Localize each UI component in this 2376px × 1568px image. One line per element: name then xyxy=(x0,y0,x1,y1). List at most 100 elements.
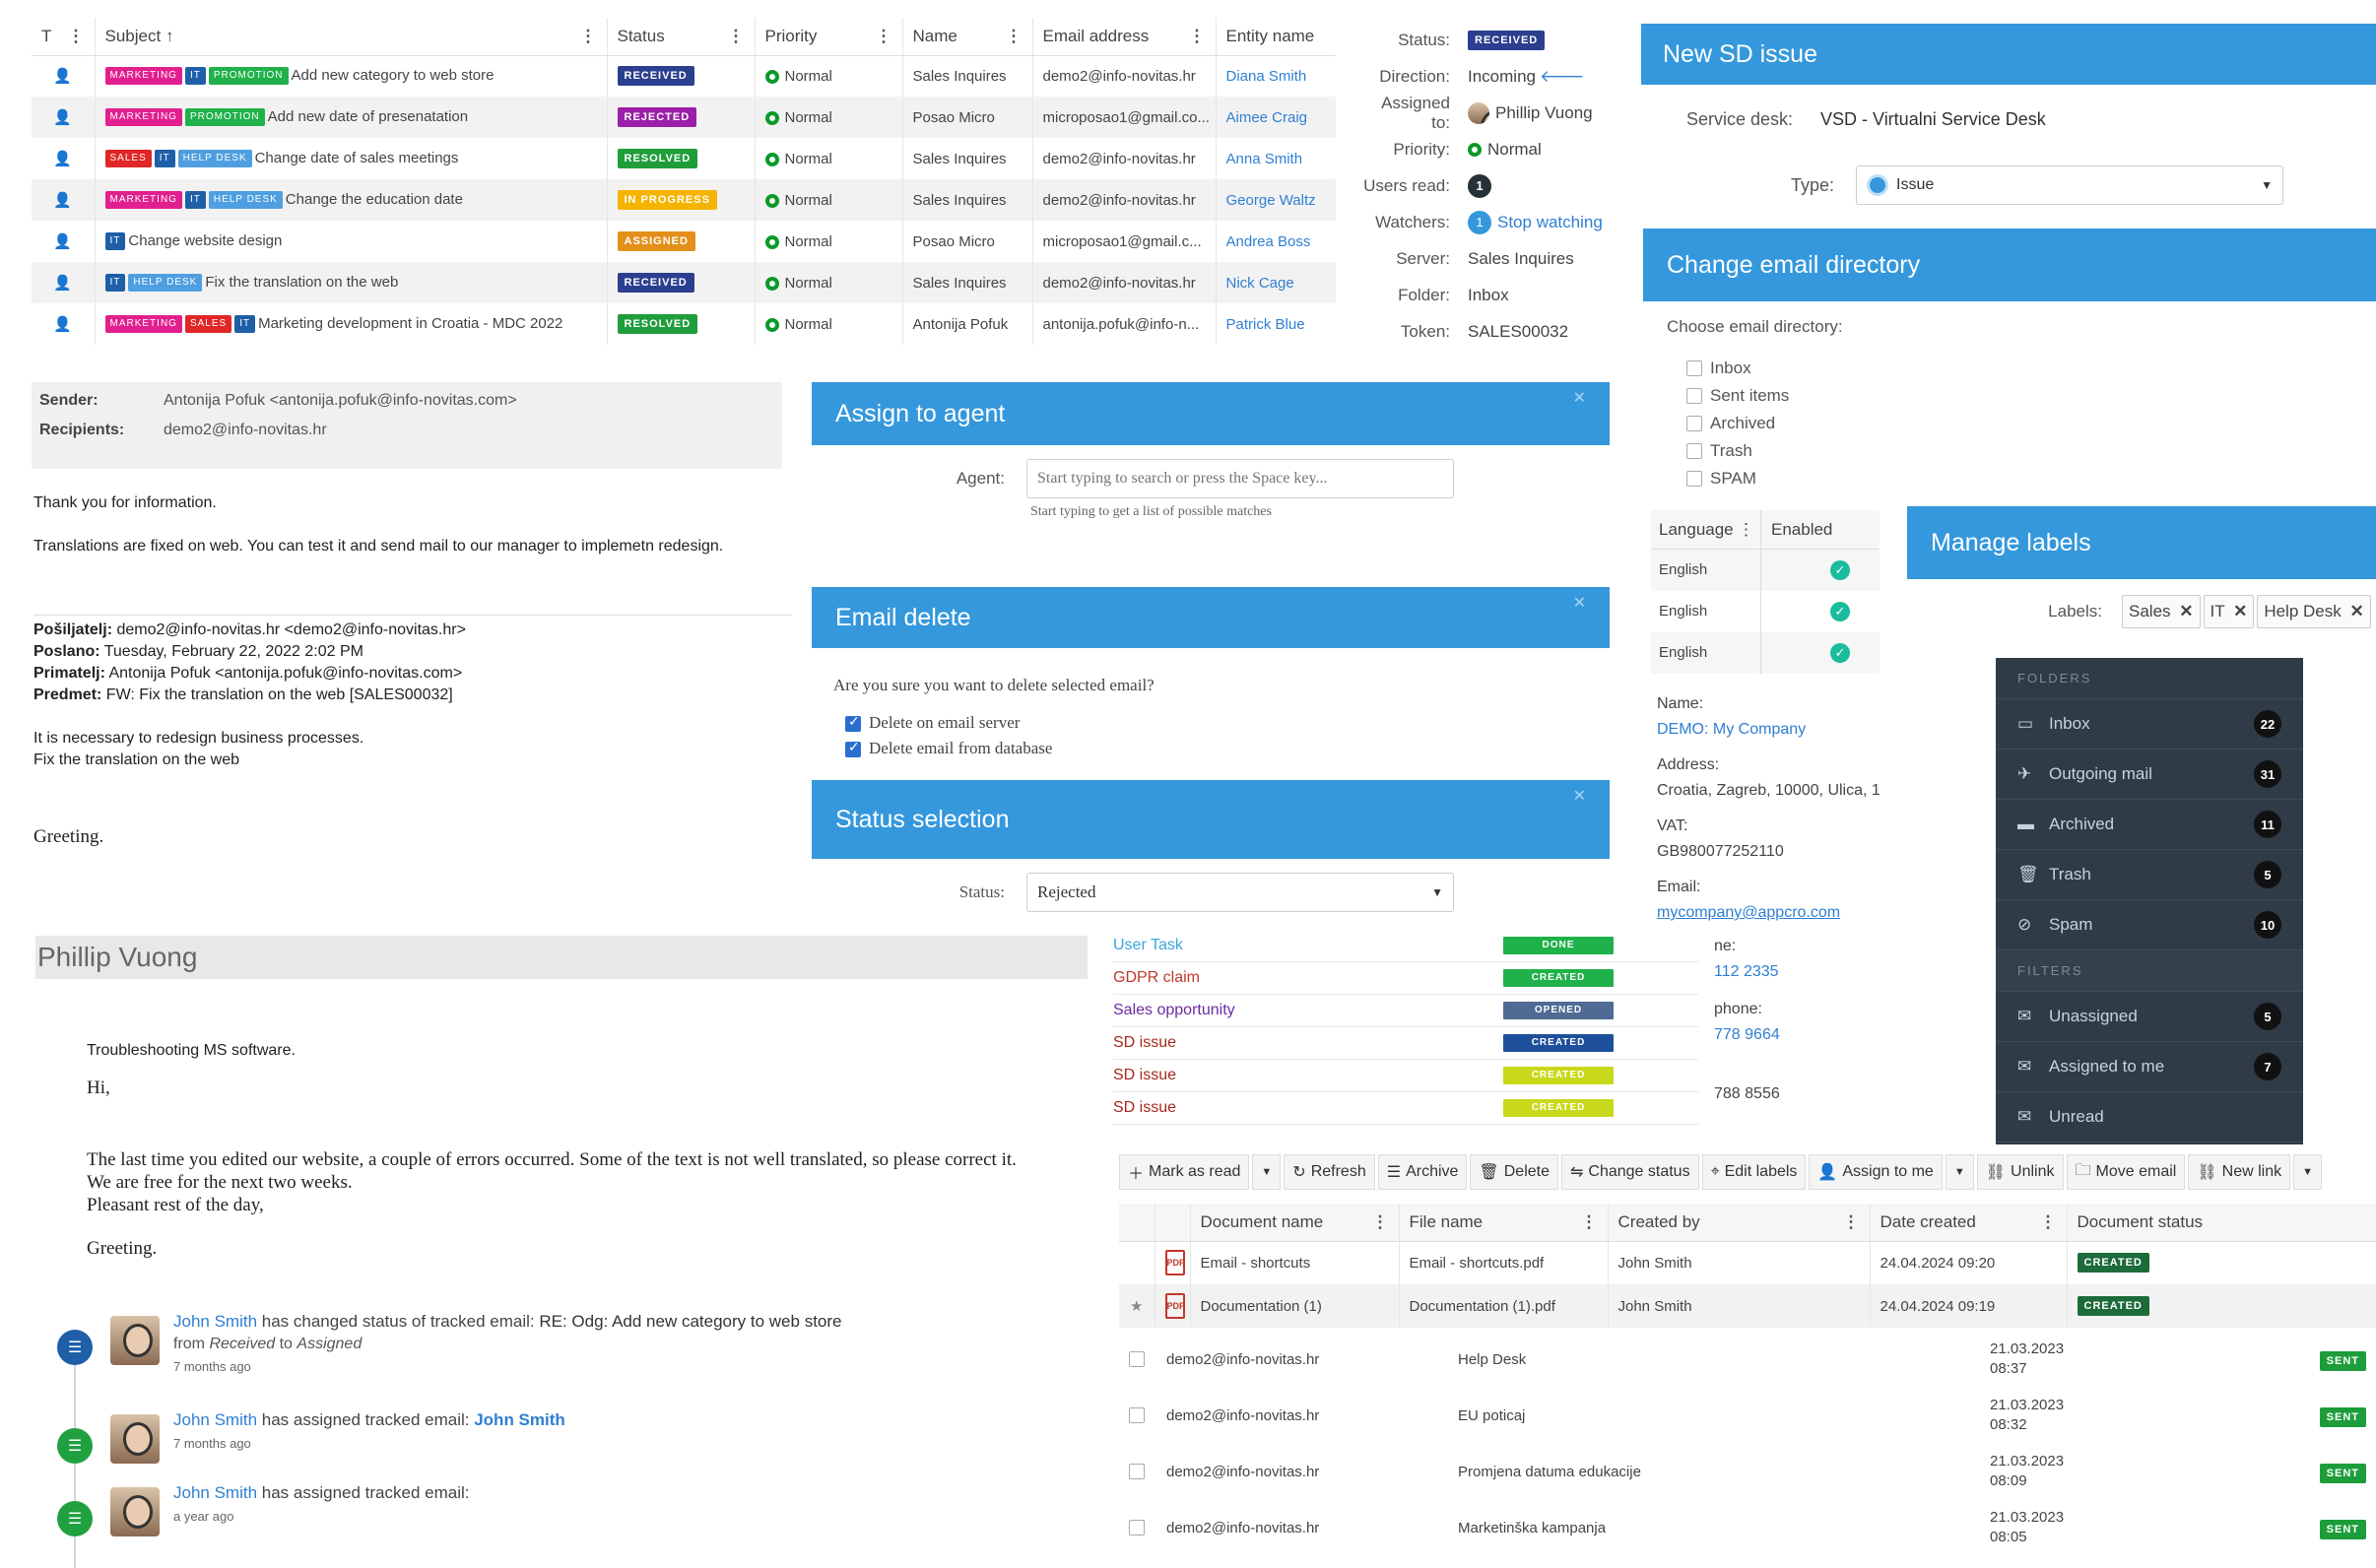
phone-value[interactable]: 112 2335 xyxy=(1714,963,1779,980)
move-email-button[interactable]: 🗀 Move email xyxy=(2066,1154,2186,1190)
email-subject[interactable]: Marketinška kampanja xyxy=(1458,1520,1607,1536)
activity-name[interactable]: User Task xyxy=(1113,937,1183,953)
activity-item[interactable]: Sales opportunity OPENED xyxy=(1113,995,1698,1027)
col-entity[interactable]: Entity name xyxy=(1216,18,1336,56)
folder-item-assigned-to-me[interactable]: ✉ Assigned to me 7 xyxy=(1996,1042,2303,1092)
entity-link[interactable]: Nick Cage xyxy=(1225,274,1294,292)
directory-checkbox[interactable] xyxy=(1686,443,1702,459)
directory-option[interactable]: Sent items xyxy=(1686,382,2061,410)
new-link-button[interactable]: ⛓ New link xyxy=(2188,1154,2291,1190)
entity-link[interactable]: Anna Smith xyxy=(1225,150,1303,167)
row-checkbox[interactable] xyxy=(1129,1464,1145,1479)
col-document-status[interactable]: Document status xyxy=(2067,1204,2376,1242)
delete-server-checkbox[interactable] xyxy=(845,714,861,733)
activity-item[interactable]: SD issue CREATED xyxy=(1113,1027,1698,1060)
directory-checkbox[interactable] xyxy=(1686,360,1702,376)
users-read-count[interactable]: 1 xyxy=(1468,173,1491,198)
user-link[interactable]: John Smith xyxy=(173,1312,258,1331)
file-name[interactable]: Documentation (1).pdf xyxy=(1399,1284,1609,1328)
directory-checkbox[interactable] xyxy=(1686,416,1702,431)
change-status-button[interactable]: ⇋ Change status xyxy=(1560,1154,1699,1190)
col-created-by[interactable]: Created by ⋮ xyxy=(1608,1204,1871,1242)
list-item[interactable]: demo2@info-novitas.hr Marketinška kampan… xyxy=(1119,1504,2376,1560)
directory-option[interactable]: SPAM xyxy=(1686,465,2061,492)
list-item[interactable]: demo2@info-novitas.hr Help Desk 21.03.20… xyxy=(1119,1336,2376,1392)
company-email-link[interactable]: mycompany@appcro.com xyxy=(1657,904,1841,921)
activity-item[interactable]: SD issue CREATED xyxy=(1113,1060,1698,1092)
row-checkbox[interactable] xyxy=(1129,1407,1145,1423)
close-icon[interactable]: ✕ xyxy=(1572,595,1586,612)
user-link[interactable]: John Smith xyxy=(173,1483,258,1502)
folder-item-archived[interactable]: ▬ Archived 11 xyxy=(1996,800,2303,850)
assigned-value[interactable]: Phillip Vuong xyxy=(1495,102,1593,122)
directory-option[interactable]: Trash xyxy=(1686,437,2061,465)
remove-icon[interactable]: ✕ xyxy=(2349,602,2364,621)
entity-link[interactable]: George Waltz xyxy=(1225,191,1316,209)
ticket-subject[interactable]: Fix the translation on the web xyxy=(205,273,399,291)
assign-dropdown-button[interactable]: ▼ xyxy=(1945,1154,1974,1190)
star-icon[interactable]: ★ xyxy=(1130,1298,1144,1315)
stop-watching-link[interactable]: Stop watching xyxy=(1497,212,1603,231)
col-enabled[interactable]: Enabled xyxy=(1771,519,1833,539)
email-subject[interactable]: Promjena datuma edukacije xyxy=(1458,1464,1641,1480)
folder-item-unassigned[interactable]: ✉ Unassigned 5 xyxy=(1996,992,2303,1042)
activity-name[interactable]: SD issue xyxy=(1113,1067,1177,1083)
email-subject[interactable]: EU poticaj xyxy=(1458,1407,1526,1424)
list-item[interactable]: demo2@info-novitas.hr EU poticaj 21.03.2… xyxy=(1119,1392,2376,1448)
assign-to-me-button[interactable]: 👤 Assign to me xyxy=(1809,1154,1943,1190)
ticket-subject[interactable]: Change date of sales meetings xyxy=(254,149,459,166)
activity-item[interactable]: SD issue CREATED xyxy=(1113,1092,1698,1125)
col-language[interactable]: Language ⋮ xyxy=(1651,509,1761,550)
unlink-button[interactable]: ⛓ Unlink xyxy=(1976,1154,2064,1190)
ticket-subject[interactable]: Add new category to web store xyxy=(291,67,495,85)
mark-dropdown-button[interactable]: ▼ xyxy=(1252,1154,1282,1190)
remove-icon[interactable]: ✕ xyxy=(2179,602,2194,621)
col-status[interactable]: Status ⋮ xyxy=(607,18,756,56)
directory-checkbox[interactable] xyxy=(1686,471,1702,487)
ticket-subject[interactable]: Marketing development in Croatia - MDC 2… xyxy=(258,314,563,332)
status-select[interactable]: Rejected ▼ xyxy=(1026,873,1454,912)
email-subject[interactable]: Help Desk xyxy=(1458,1351,1527,1368)
close-icon[interactable]: ✕ xyxy=(1572,788,1586,805)
table-row[interactable]: ★ PDF Documentation (1) Documentation (1… xyxy=(1119,1284,2376,1328)
close-icon[interactable]: ✕ xyxy=(1572,390,1586,407)
table-row[interactable]: 👤 IT Change website design ASSIGNED Norma… xyxy=(32,221,1336,262)
row-checkbox[interactable] xyxy=(1129,1351,1145,1367)
entity-link[interactable]: Diana Smith xyxy=(1225,67,1307,85)
edit-labels-button[interactable]: ⌖ Edit labels xyxy=(1701,1154,1807,1190)
company-name-link[interactable]: DEMO: My Company xyxy=(1657,721,1807,738)
directory-option[interactable]: Inbox xyxy=(1686,355,2061,382)
table-row[interactable]: 👤 IT HELP DESK Fix the translation on the … xyxy=(32,262,1336,303)
archive-button[interactable]: ☰ Archive xyxy=(1377,1154,1468,1190)
ticket-subject[interactable]: Change the education date xyxy=(285,190,463,208)
col-subject[interactable]: Subject ↑ ⋮ xyxy=(95,18,608,56)
table-row[interactable]: 👤 MARKETING SALES IT Marketing development … xyxy=(32,303,1336,345)
table-row[interactable]: 👤 MARKETING IT HELP DESK Change the educati… xyxy=(32,179,1336,221)
remove-icon[interactable]: ✕ xyxy=(2233,602,2248,621)
document-name[interactable]: Documentation (1) xyxy=(1190,1284,1400,1328)
activity-name[interactable]: SD issue xyxy=(1113,1034,1177,1051)
directory-checkbox[interactable] xyxy=(1686,388,1702,404)
activity-item[interactable]: User Task DONE xyxy=(1113,930,1698,962)
delete-database-checkbox[interactable] xyxy=(845,740,861,758)
document-name[interactable]: Email - shortcuts xyxy=(1190,1241,1400,1284)
ticket-subject[interactable]: Add new date of presenatation xyxy=(267,107,469,125)
list-item[interactable]: demo2@info-novitas.hr Promjena datuma ed… xyxy=(1119,1448,2376,1504)
activity-name[interactable]: Sales opportunity xyxy=(1113,1002,1235,1018)
entity-link[interactable]: Patrick Blue xyxy=(1225,315,1305,333)
tracked-email-subject[interactable]: John Smith xyxy=(474,1410,565,1429)
folder-item-inbox[interactable]: ▭ Inbox 22 xyxy=(1996,699,2303,750)
col-email[interactable]: Email address ⋮ xyxy=(1032,18,1217,56)
folder-item-spam[interactable]: ⊘ Spam 10 xyxy=(1996,900,2303,950)
col-type[interactable]: T ⋮ xyxy=(32,18,96,56)
file-name[interactable]: Email - shortcuts.pdf xyxy=(1399,1241,1609,1284)
entity-link[interactable]: Andrea Boss xyxy=(1225,232,1311,250)
activity-item[interactable]: GDPR claim CREATED xyxy=(1113,962,1698,995)
col-file-name[interactable]: File name ⋮ xyxy=(1399,1204,1609,1242)
user-link[interactable]: John Smith xyxy=(173,1410,258,1429)
col-date-created[interactable]: Date created ⋮ xyxy=(1870,1204,2068,1242)
label-chip[interactable]: Sales ✕ xyxy=(2122,595,2201,628)
agent-search-input[interactable] xyxy=(1026,459,1454,498)
activity-name[interactable]: SD issue xyxy=(1113,1099,1177,1116)
col-document-name[interactable]: Document name ⋮ xyxy=(1190,1204,1400,1242)
